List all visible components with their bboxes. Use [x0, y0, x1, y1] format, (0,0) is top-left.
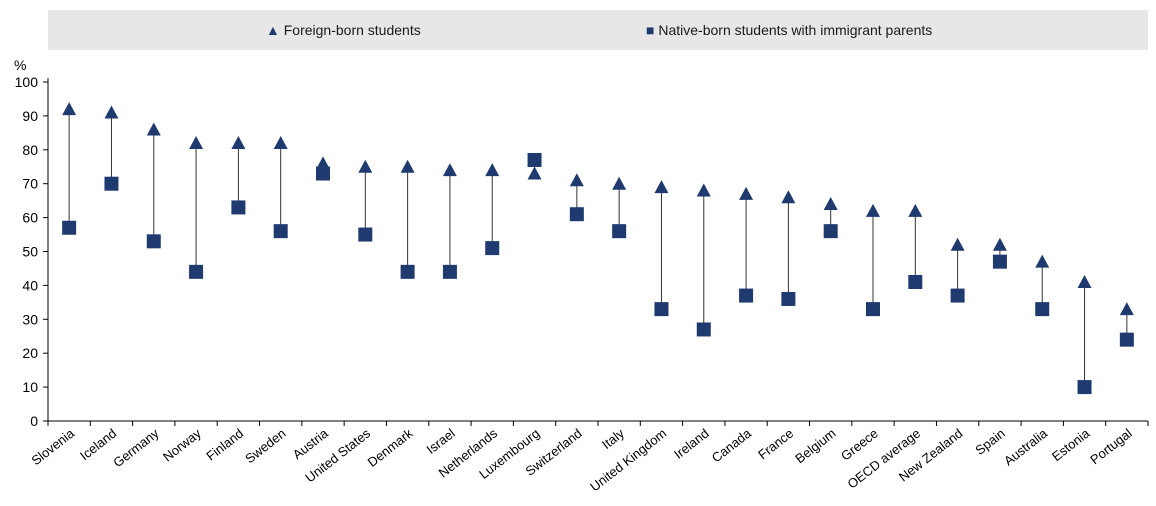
foreign-born-marker — [569, 173, 584, 187]
x-tick-label: Sweden — [242, 426, 288, 467]
native-born-marker — [612, 224, 627, 239]
x-tick-label: Estonia — [1049, 425, 1093, 464]
foreign-born-marker — [950, 237, 965, 251]
y-tick-label: 10 — [22, 379, 38, 395]
foreign-born-marker — [316, 156, 330, 170]
x-tick-label: Slovenia — [28, 425, 77, 468]
native-born-marker — [781, 291, 796, 306]
y-tick-label: 90 — [22, 108, 38, 124]
triangle-marker-icon: ▲ — [266, 22, 280, 38]
foreign-born-marker — [696, 183, 711, 197]
x-tick-label: Belgium — [792, 426, 838, 467]
foreign-born-marker — [62, 102, 77, 116]
x-tick-label: Finland — [203, 426, 246, 464]
y-tick-label: 100 — [15, 74, 39, 90]
x-tick-label: Portugal — [1087, 425, 1134, 467]
native-born-marker — [146, 234, 161, 249]
foreign-born-marker — [823, 197, 838, 211]
x-tick-label: Norway — [160, 425, 204, 464]
x-tick-label: OECD average — [844, 426, 923, 492]
x-tick-label: Spain — [972, 426, 1007, 458]
legend-label: Foreign-born students — [283, 22, 421, 38]
foreign-born-marker — [104, 105, 119, 119]
foreign-born-marker — [654, 180, 669, 194]
native-born-marker — [104, 176, 119, 191]
x-tick-label: Italy — [599, 425, 627, 452]
native-born-marker — [654, 302, 669, 317]
x-tick-label: Denmark — [365, 425, 416, 470]
native-born-marker — [231, 200, 246, 215]
x-tick-label: France — [755, 426, 796, 463]
native-born-marker — [485, 241, 500, 256]
foreign-born-marker — [1119, 302, 1134, 316]
x-tick-label: Israel — [423, 425, 457, 456]
native-born-marker — [739, 288, 754, 303]
native-born-marker — [696, 322, 711, 337]
foreign-born-marker — [908, 203, 923, 217]
native-born-marker — [400, 264, 415, 279]
native-born-marker — [866, 302, 880, 317]
foreign-born-marker — [1077, 275, 1092, 289]
x-tick-label: Australia — [1001, 425, 1051, 468]
y-axis-label: % — [14, 57, 26, 73]
square-marker-icon: ■ — [646, 22, 655, 38]
legend-label: Native-born students with immigrant pare… — [658, 22, 933, 38]
native-born-marker — [442, 264, 457, 279]
legend: ▲ Foreign-born students ■ Native-born st… — [48, 10, 1148, 50]
native-born-marker — [1119, 332, 1134, 347]
foreign-born-marker — [231, 136, 246, 150]
native-born-marker — [908, 275, 923, 290]
foreign-born-marker — [273, 136, 288, 150]
y-tick-label: 50 — [22, 244, 38, 260]
y-tick-label: 30 — [22, 311, 38, 327]
foreign-born-marker — [739, 186, 754, 200]
native-born-marker — [358, 227, 373, 242]
legend-item-foreign-born: ▲ Foreign-born students — [266, 22, 421, 38]
y-tick-label: 80 — [22, 142, 38, 158]
y-tick-label: 60 — [22, 210, 38, 226]
legend-item-native-born: ■ Native-born students with immigrant pa… — [646, 22, 932, 38]
native-born-marker — [316, 166, 330, 181]
foreign-born-marker — [442, 163, 457, 177]
y-tick-label: 20 — [22, 345, 38, 361]
foreign-born-marker — [781, 190, 796, 204]
native-born-marker — [950, 288, 965, 303]
x-tick-label: United Kingdom — [587, 426, 669, 495]
x-tick-label: Germany — [110, 425, 162, 470]
native-born-marker — [189, 264, 204, 279]
foreign-born-marker — [866, 203, 880, 217]
native-born-marker — [273, 224, 288, 239]
foreign-born-marker — [400, 159, 415, 173]
foreign-born-marker — [527, 166, 542, 180]
native-born-marker — [62, 220, 77, 235]
foreign-born-marker — [146, 122, 161, 136]
native-born-marker — [823, 224, 838, 239]
native-born-marker — [1077, 380, 1092, 395]
native-born-marker — [1035, 302, 1050, 317]
foreign-born-marker — [485, 163, 500, 177]
native-born-marker — [992, 254, 1007, 269]
y-tick-label: 0 — [30, 413, 38, 429]
y-tick-label: 40 — [22, 277, 38, 293]
native-born-marker — [569, 207, 584, 222]
foreign-born-marker — [358, 159, 373, 173]
x-tick-label: Canada — [709, 425, 755, 465]
native-born-marker — [527, 152, 542, 167]
foreign-born-marker — [992, 237, 1007, 251]
y-tick-label: 70 — [22, 176, 38, 192]
foreign-born-marker — [1035, 254, 1050, 268]
foreign-born-marker — [612, 176, 627, 190]
x-tick-label: Ireland — [671, 426, 712, 462]
foreign-born-marker — [189, 136, 204, 150]
